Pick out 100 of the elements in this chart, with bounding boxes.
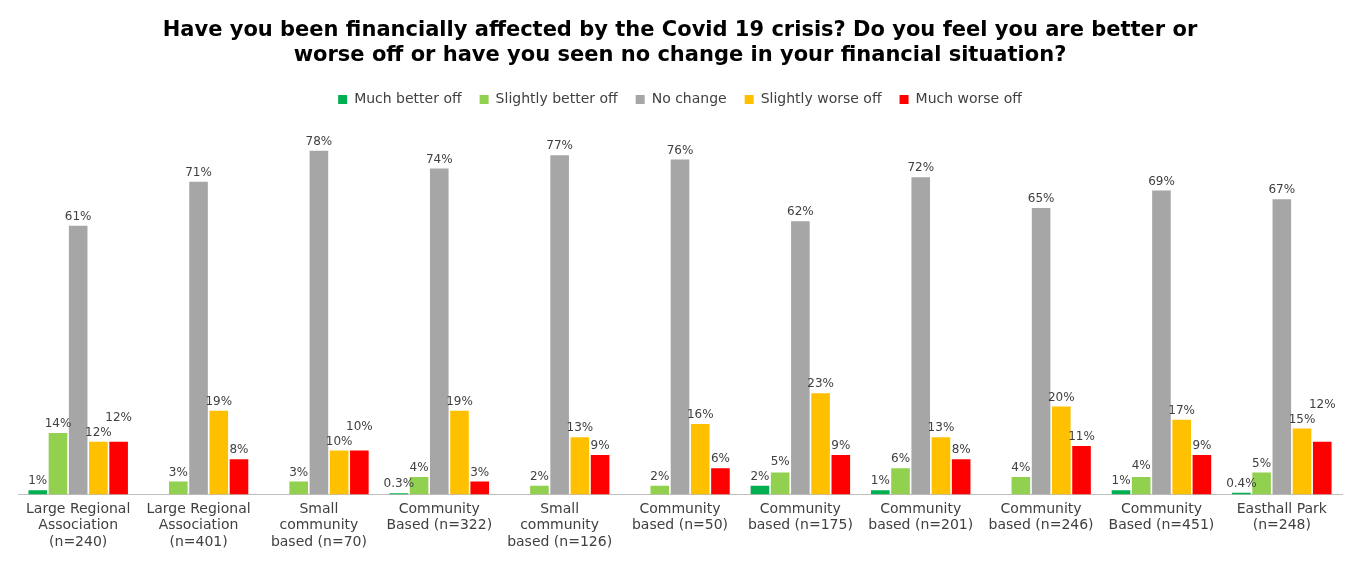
- x-tick-label: Community based (n=50): [631, 499, 729, 533]
- data-label: 1%: [28, 473, 48, 488]
- bar: [350, 450, 369, 495]
- x-tick-label: Community based (n=246): [988, 499, 1094, 533]
- bar: [770, 472, 790, 495]
- data-label: 13%: [566, 420, 594, 435]
- bar: [831, 454, 851, 495]
- bar: [791, 221, 810, 495]
- x-tick-label: Community Based (n=322): [386, 499, 493, 533]
- data-label: 20%: [1047, 389, 1075, 404]
- data-label: 3%: [289, 464, 309, 479]
- bar: [690, 424, 710, 495]
- data-label: 8%: [229, 442, 249, 457]
- legend-label: Much better off: [354, 90, 462, 107]
- x-tick-label: Community based (n=175): [747, 499, 853, 533]
- data-label: 5%: [770, 453, 790, 468]
- bar: [1172, 419, 1191, 495]
- data-label: 4%: [1131, 458, 1151, 473]
- chart-title: Have you been financially affected by the Covid 19 crisis? Do you feel you are better or worse off or have you seen no change in your financial situation?: [162, 17, 1198, 67]
- bar: [1011, 476, 1031, 495]
- data-label: 12%: [85, 424, 112, 439]
- bar: [891, 468, 910, 495]
- data-label: 3%: [168, 464, 188, 479]
- data-label: 19%: [446, 393, 473, 408]
- data-label: 14%: [44, 416, 72, 431]
- bar: [811, 393, 830, 495]
- bar: [1152, 190, 1171, 495]
- data-label: 12%: [1308, 396, 1336, 411]
- data-label: 77%: [546, 138, 573, 153]
- bar: [89, 441, 108, 495]
- data-label: 19%: [205, 393, 233, 408]
- data-label: 8%: [951, 442, 971, 457]
- bar: [711, 468, 730, 495]
- bar: [289, 481, 308, 495]
- bar: [109, 441, 128, 495]
- data-label: 10%: [346, 418, 373, 433]
- data-label: 71%: [185, 164, 212, 179]
- data-label: 4%: [1011, 460, 1031, 475]
- bar: [189, 181, 208, 495]
- bar: [870, 490, 890, 495]
- data-label: 76%: [666, 142, 694, 157]
- bar: [1272, 199, 1292, 495]
- x-tick-label: Small community based (n=126): [507, 499, 613, 550]
- data-label: 9%: [1192, 438, 1212, 453]
- data-label: 2%: [750, 468, 770, 483]
- data-label: 16%: [686, 407, 714, 422]
- data-label: 1%: [870, 473, 890, 488]
- bar: [309, 150, 329, 495]
- data-label: 10%: [325, 433, 353, 448]
- data-label: 17%: [1168, 402, 1196, 417]
- data-label: 2%: [650, 468, 670, 483]
- bar: [329, 450, 349, 495]
- bar: [28, 490, 48, 495]
- data-label: 65%: [1027, 191, 1055, 206]
- data-label: 15%: [1288, 411, 1316, 426]
- x-tick-label: Community Based (n=451): [1108, 499, 1215, 533]
- bar: [1131, 476, 1151, 495]
- data-label: 78%: [305, 133, 333, 148]
- bar: [1292, 428, 1312, 495]
- data-label: 13%: [927, 420, 955, 435]
- data-label: 9%: [831, 438, 851, 453]
- bar: [670, 159, 690, 495]
- legend-label: No change: [651, 90, 727, 107]
- data-label: 61%: [64, 208, 92, 223]
- x-tick-label: Large Regional Association (n=240): [26, 499, 131, 550]
- data-label: 1%: [1111, 473, 1131, 488]
- data-label: 9%: [590, 438, 610, 453]
- bar: [1052, 406, 1071, 495]
- bar: [951, 459, 971, 495]
- bar: [429, 168, 449, 495]
- bar: [1031, 208, 1051, 495]
- data-label: 69%: [1148, 173, 1175, 188]
- bar: [1072, 446, 1091, 495]
- data-label: 67%: [1268, 182, 1296, 197]
- data-label: 74%: [425, 151, 453, 166]
- x-tick-label: Small community based (n=70): [270, 499, 367, 550]
- data-label: 12%: [105, 409, 132, 424]
- bar: [550, 155, 569, 495]
- x-tick-label: Large Regional Association (n=401): [146, 499, 251, 550]
- data-label: 5%: [1252, 455, 1272, 470]
- bar: [169, 481, 188, 495]
- bar: [48, 432, 68, 495]
- legend-label: Slightly worse off: [760, 90, 882, 107]
- bar: [570, 437, 590, 495]
- data-label: 4%: [409, 460, 429, 475]
- bar: [209, 410, 229, 495]
- x-tick-label: Easthall Park (n=248): [1236, 499, 1328, 533]
- bar: [530, 485, 549, 495]
- bar: [650, 485, 670, 495]
- bar: [229, 459, 249, 495]
- bar: [590, 454, 610, 495]
- bar: [450, 410, 469, 495]
- data-label: 3%: [470, 464, 490, 479]
- data-label: 23%: [807, 376, 834, 391]
- data-label: 72%: [907, 160, 935, 175]
- data-label: 6%: [890, 451, 911, 466]
- legend-label: Slightly better off: [495, 90, 619, 107]
- x-tick-label: Community based (n=201): [868, 499, 974, 533]
- bar: [1312, 441, 1332, 495]
- bar: [931, 437, 951, 495]
